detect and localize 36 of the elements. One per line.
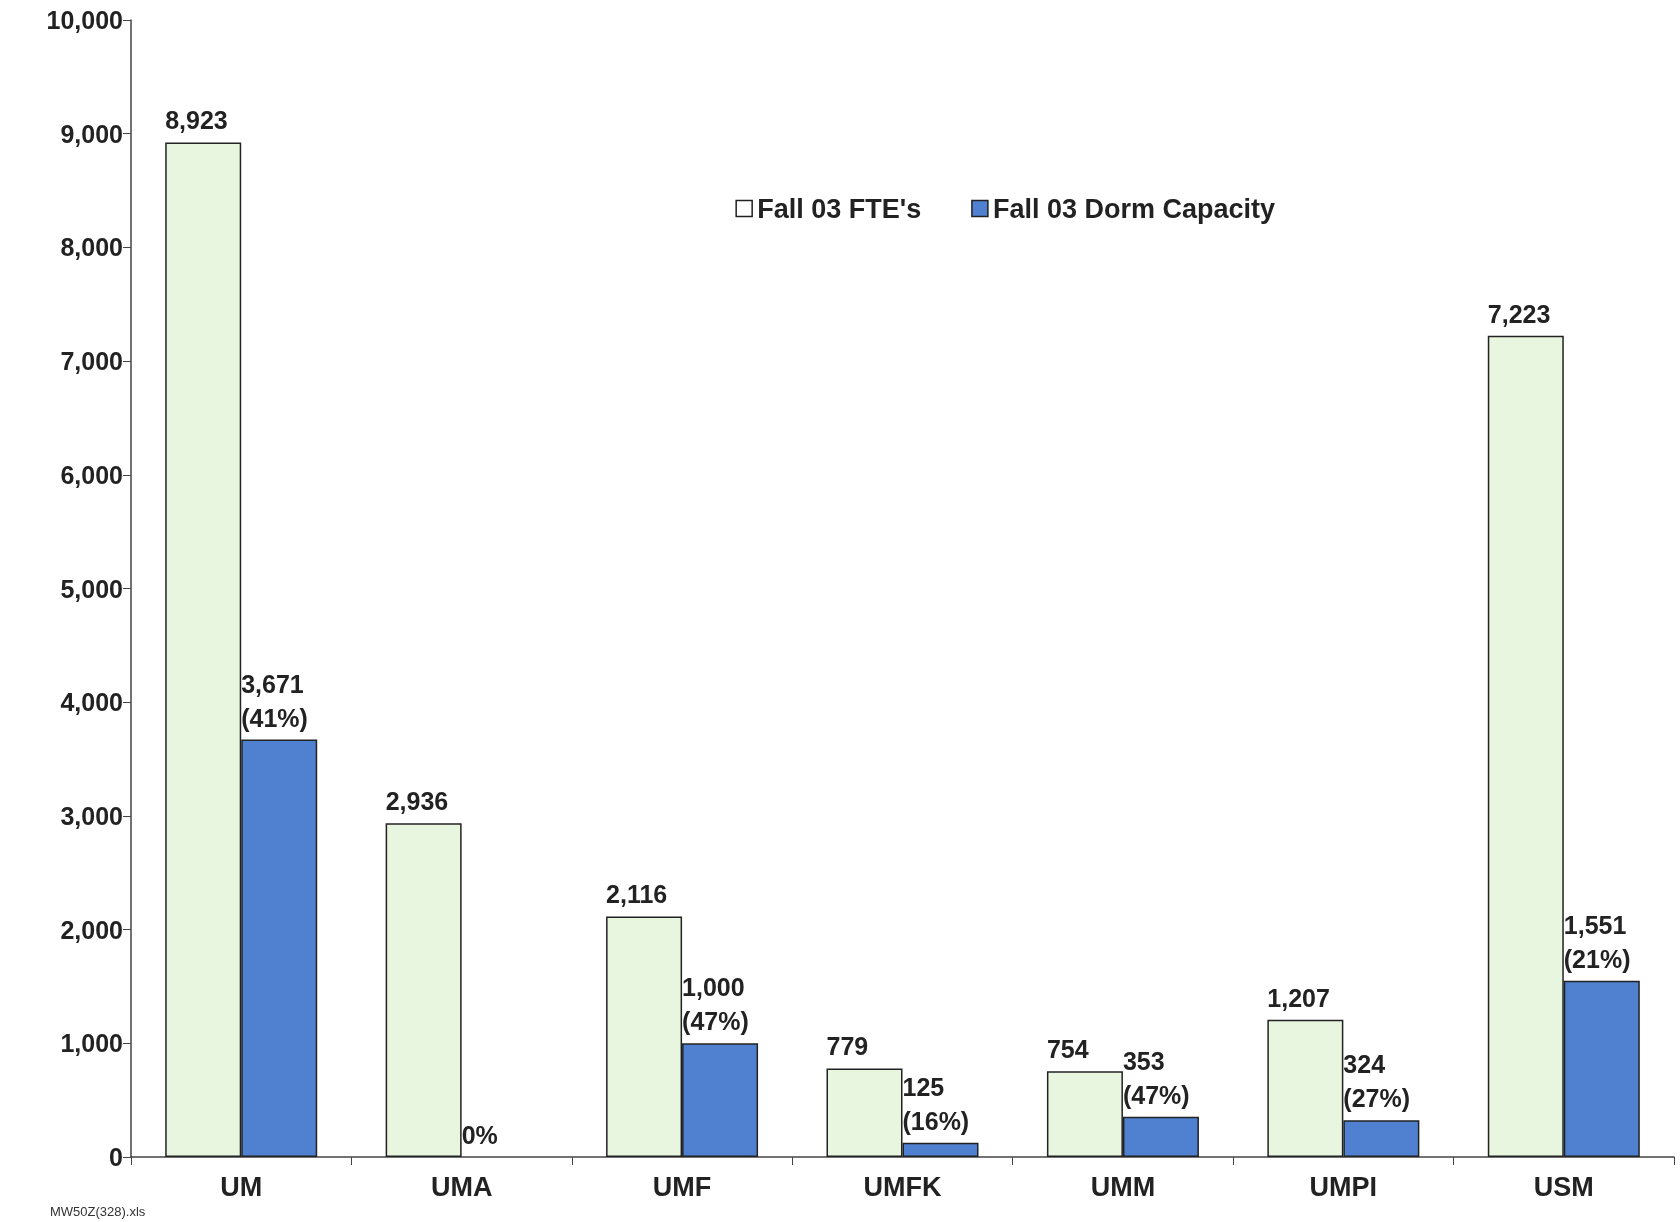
data-label: 324 (27%) xyxy=(1343,1050,1411,1113)
data-label: 3,671 (41%) xyxy=(241,669,308,732)
y-tick-label: 0 xyxy=(109,1143,123,1171)
x-tick-label: UMM xyxy=(1090,1171,1156,1202)
y-tick-label: 10,000 xyxy=(46,6,123,34)
data-label: 7,223 xyxy=(1487,299,1551,328)
bar xyxy=(385,823,462,1157)
y-tick-label: 5,000 xyxy=(60,574,123,603)
data-label: 1,207 xyxy=(1267,983,1330,1012)
x-tick-label: UMPI xyxy=(1309,1171,1378,1202)
legend-label: Fall 03 FTE's xyxy=(757,193,922,224)
text: MW50Z(328).xls xyxy=(50,1204,146,1219)
data-label: 1,551 (21%) xyxy=(1563,910,1631,973)
y-tick-label: 9,000 xyxy=(60,119,123,148)
legend-label: Fall 03 Dorm Capacity xyxy=(992,193,1276,224)
x-tick-label: UMF xyxy=(652,1171,712,1202)
y-tick-label: 4,000 xyxy=(60,688,123,717)
data-label: 0% xyxy=(461,1121,498,1149)
y-tick-label: 8,000 xyxy=(60,233,123,262)
data-label: 2,936 xyxy=(385,787,449,816)
x-tick-label: UMFK xyxy=(863,1171,942,1202)
y-tick-label: 2,000 xyxy=(60,915,123,944)
x-tick-label: USM xyxy=(1533,1171,1594,1202)
data-label: 1,000 (47%) xyxy=(682,973,749,1036)
y-tick-label: 6,000 xyxy=(60,460,123,489)
y-tick-label: 7,000 xyxy=(60,347,123,376)
data-label: 8,923 xyxy=(165,106,228,135)
x-tick-label: UM xyxy=(220,1171,263,1202)
data-label: 2,116 xyxy=(606,880,668,909)
data-label: 125 (16%) xyxy=(902,1072,970,1135)
data-label: 754 xyxy=(1046,1035,1089,1064)
data-label: 779 xyxy=(826,1032,869,1061)
data-label: 353 (47%) xyxy=(1122,1046,1190,1109)
y-tick-label: 3,000 xyxy=(60,801,123,830)
x-tick-label: UMA xyxy=(430,1171,493,1202)
y-tick-label: 1,000 xyxy=(60,1029,123,1058)
